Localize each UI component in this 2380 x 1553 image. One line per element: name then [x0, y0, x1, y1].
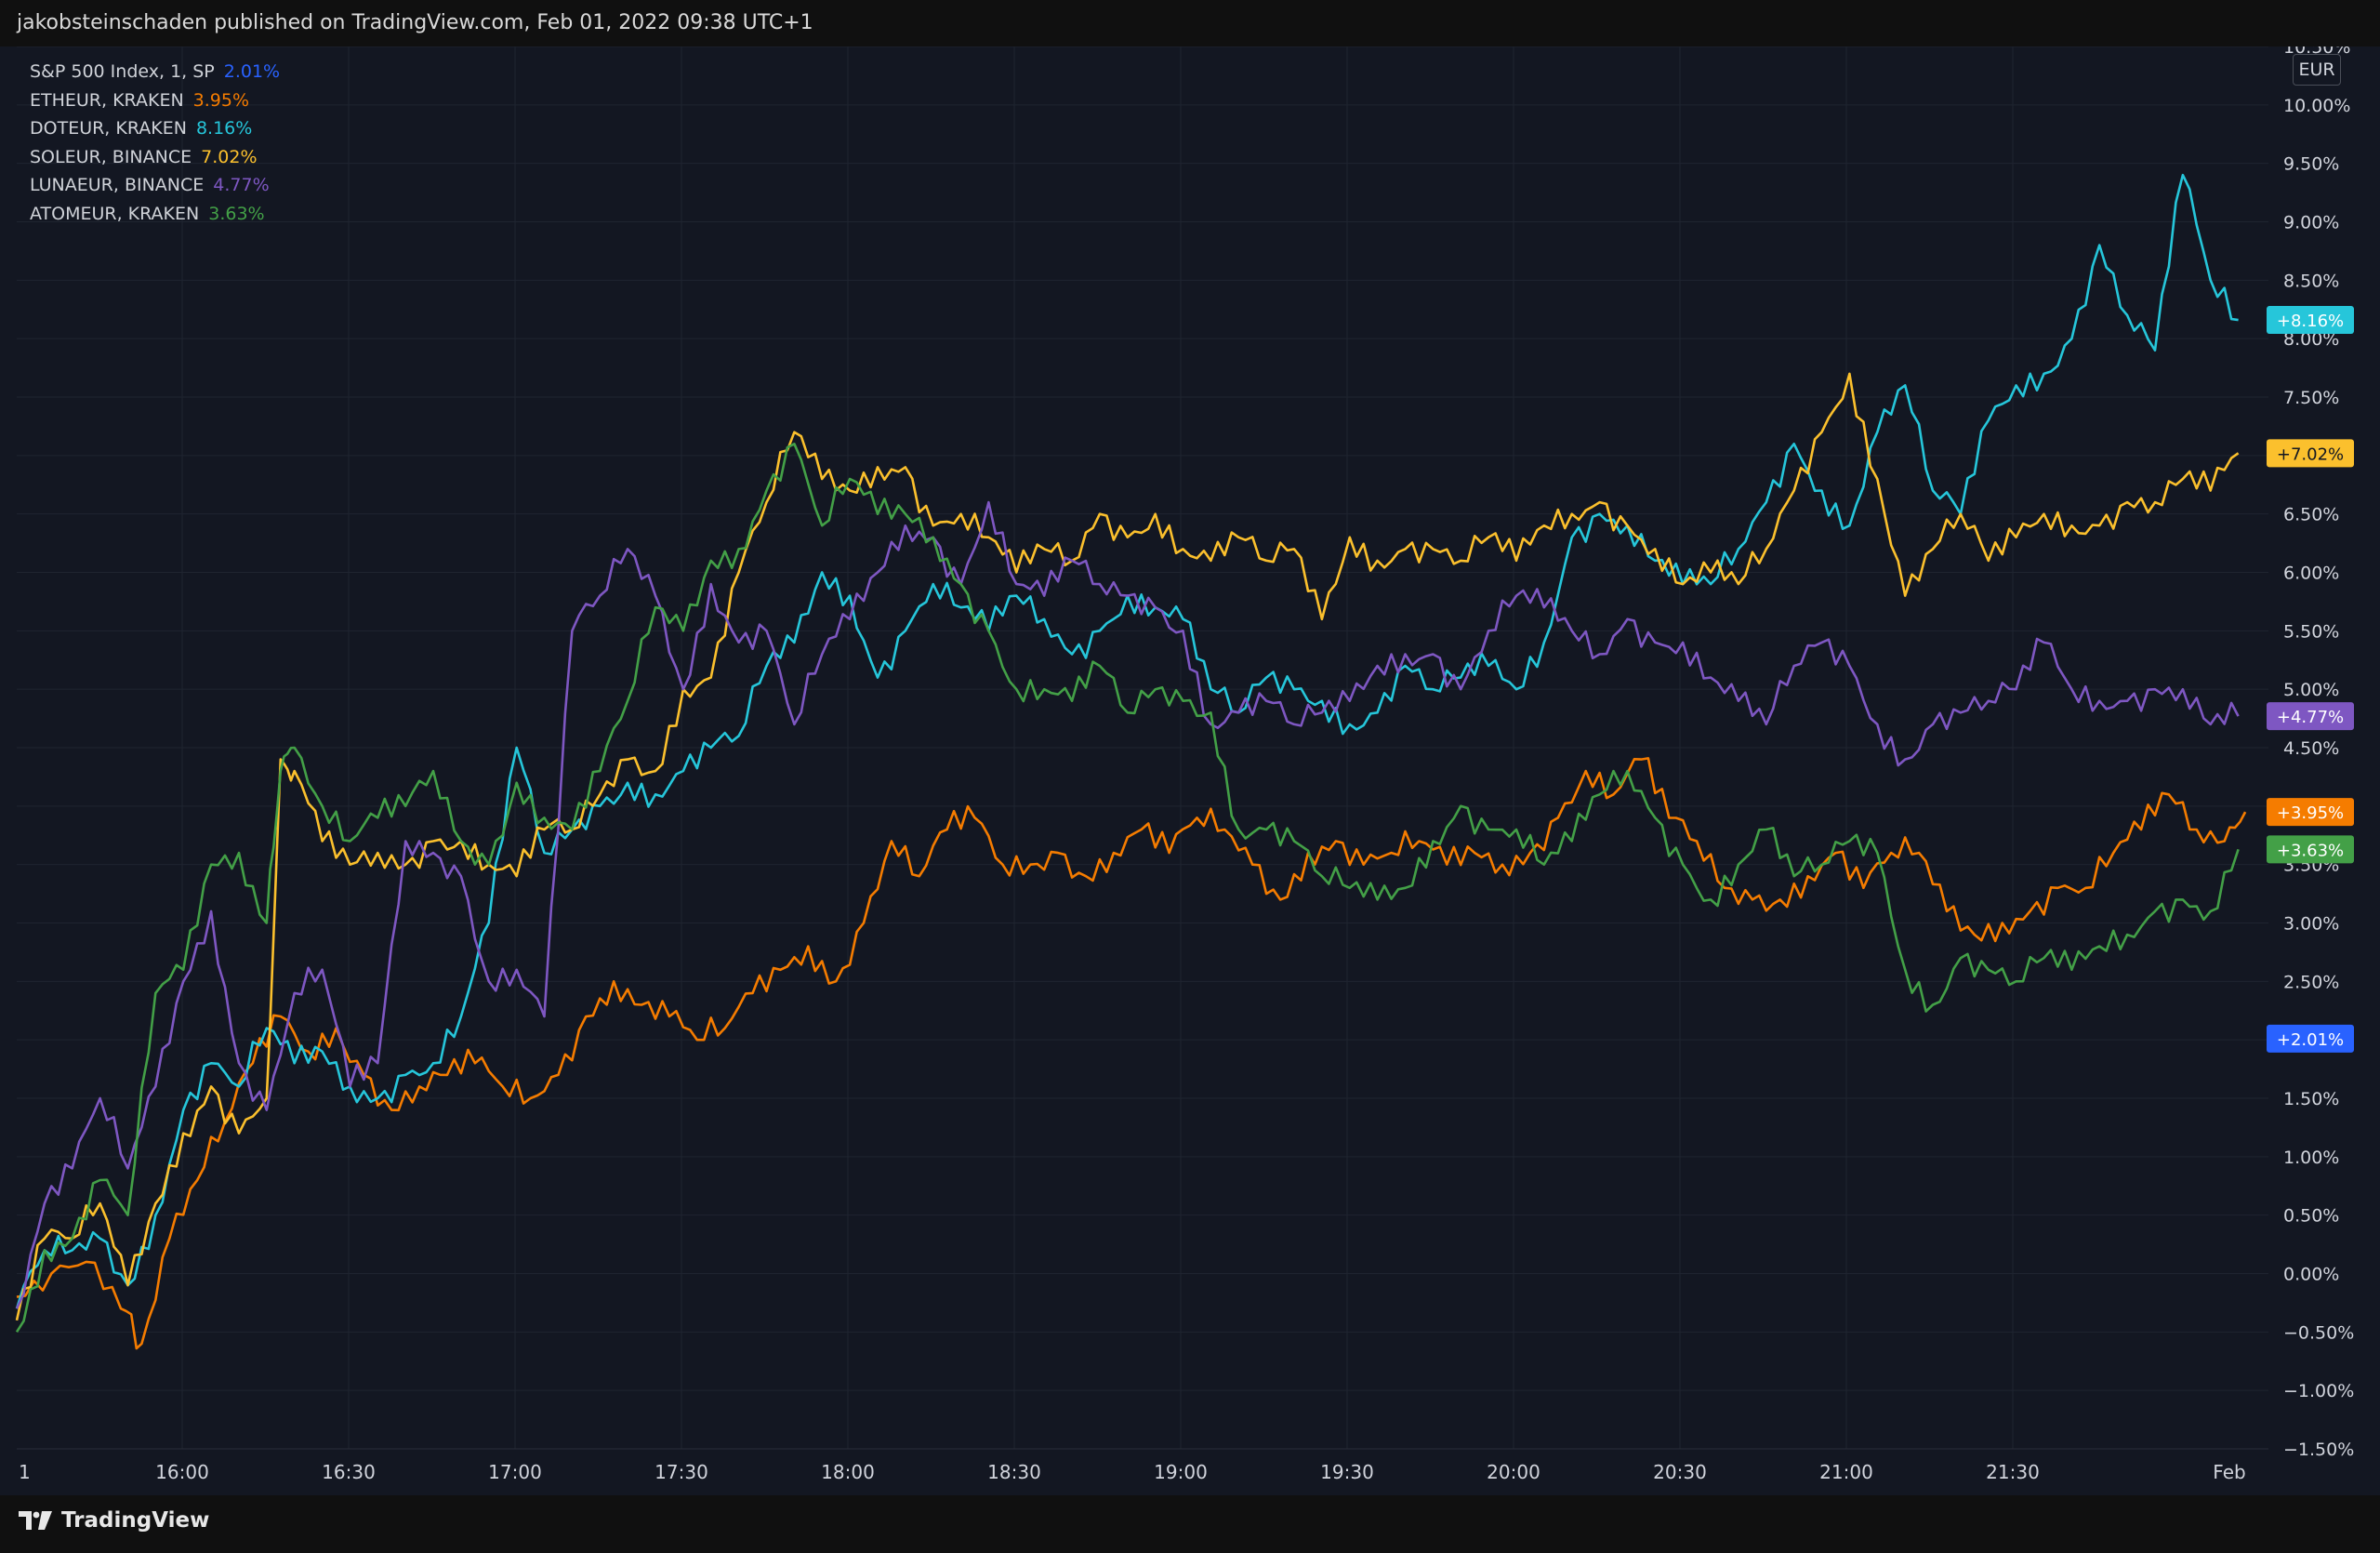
- legend-series-value: 7.02%: [201, 146, 258, 167]
- x-tick-label: 19:00: [1154, 1461, 1208, 1483]
- legend-row-atom[interactable]: ATOMEUR, KRAKEN 3.63%: [30, 200, 280, 229]
- price-badge-label: +8.16%: [2277, 312, 2344, 331]
- x-tick-label: 1: [19, 1461, 31, 1483]
- y-tick-label: 10.00%: [2283, 96, 2350, 116]
- x-tick-label: 20:00: [1487, 1461, 1540, 1483]
- price-badge-sol: +7.02%: [2267, 439, 2354, 468]
- y-tick-label: −0.50%: [2283, 1322, 2354, 1343]
- legend-series-value: 3.63%: [208, 203, 265, 224]
- x-tick-label: Feb: [2213, 1461, 2245, 1483]
- price-badge-label: +2.01%: [2277, 1030, 2344, 1050]
- y-tick-label: 0.00%: [2283, 1265, 2339, 1285]
- price-badge-luna: +4.77%: [2267, 702, 2354, 731]
- y-tick-label: 0.50%: [2283, 1206, 2339, 1227]
- y-tick-label: 6.00%: [2283, 564, 2339, 584]
- price-badge-eth: +3.95%: [2267, 798, 2354, 827]
- series-line-sol: [15, 372, 2240, 1321]
- y-tick-label: 1.50%: [2283, 1089, 2339, 1109]
- x-tick-label: 19:30: [1320, 1461, 1374, 1483]
- series-lines: [15, 173, 2247, 1350]
- y-tick-label: 6.50%: [2283, 505, 2339, 525]
- price-badge-dot: +8.16%: [2267, 306, 2354, 335]
- tradingview-logo-icon: [19, 1511, 52, 1530]
- x-tick-label: 21:00: [1819, 1461, 1873, 1483]
- legend-series-name: LUNAEUR, BINANCE: [30, 175, 205, 195]
- x-axis[interactable]: 1 16:00 16:30 17:00 17:30 18:00 18:30 19:00 19:3…: [17, 1448, 2268, 1483]
- y-tick-label: −1.00%: [2283, 1381, 2354, 1401]
- legend-row-dot[interactable]: DOTEUR, KRAKEN 8.16%: [30, 114, 280, 143]
- legend-series-value: 3.95%: [192, 89, 250, 111]
- series-line-eth: [16, 757, 2247, 1350]
- currency-badge[interactable]: EUR: [2293, 54, 2341, 86]
- legend-series-value: 4.77%: [213, 175, 270, 195]
- y-tick-label: 9.00%: [2283, 213, 2339, 233]
- y-tick-label: 5.00%: [2283, 680, 2339, 700]
- legend[interactable]: S&P 500 Index, 1, SP 2.01% ETHEUR, KRAKEN 3…: [30, 58, 280, 228]
- price-badge-label: +4.77%: [2277, 708, 2344, 727]
- x-tick-label: 17:30: [654, 1461, 708, 1483]
- legend-series-name: DOTEUR, KRAKEN: [30, 118, 187, 139]
- publisher-text: jakobsteinschaden published on TradingVi…: [17, 11, 813, 34]
- price-badge-label: +3.95%: [2277, 803, 2344, 823]
- y-tick-label: 1.00%: [2283, 1148, 2339, 1168]
- x-tick-label: 16:30: [322, 1461, 376, 1483]
- series-line-luna: [15, 500, 2240, 1309]
- legend-row-eth[interactable]: ETHEUR, KRAKEN 3.95%: [30, 86, 280, 115]
- y-tick-label: 9.50%: [2283, 154, 2339, 175]
- legend-row-sol[interactable]: SOLEUR, BINANCE 7.02%: [30, 143, 280, 172]
- legend-series-name: SOLEUR, BINANCE: [30, 146, 192, 167]
- legend-series-value: 2.01%: [223, 61, 281, 82]
- y-tick-label: 4.50%: [2283, 738, 2339, 759]
- price-badge-atom: +3.63%: [2267, 835, 2354, 864]
- y-tick-label: 8.50%: [2283, 271, 2339, 291]
- tradingview-brand[interactable]: TradingView: [17, 1508, 209, 1533]
- x-tick-label: 17:00: [488, 1461, 542, 1483]
- y-tick-label: 7.50%: [2283, 388, 2339, 408]
- y-axis[interactable]: 10.50%10.00%9.50%9.00%8.50%8.00%7.50%7.0…: [2283, 37, 2354, 1460]
- price-badge-label: +3.63%: [2277, 841, 2344, 860]
- x-tick-label: 16:00: [155, 1461, 209, 1483]
- legend-row-sp500[interactable]: S&P 500 Index, 1, SP 2.01%: [30, 58, 280, 86]
- x-tick-label: 21:30: [1986, 1461, 2040, 1483]
- price-badge-label: +7.02%: [2277, 445, 2344, 464]
- price-badges: +2.01% +3.95% +8.16% +7.02% +4.77% +3.63%: [2267, 306, 2354, 1053]
- y-tick-label: 8.00%: [2283, 329, 2339, 350]
- legend-series-value: 8.16%: [195, 118, 253, 139]
- x-tick-label: 20:30: [1653, 1461, 1707, 1483]
- brand-name: TradingView: [61, 1508, 210, 1533]
- legend-series-name: ETHEUR, KRAKEN: [30, 89, 184, 111]
- legend-row-luna[interactable]: LUNAEUR, BINANCE 4.77%: [30, 171, 280, 200]
- footer: [0, 1495, 2380, 1553]
- price-badge-sp500: +2.01%: [2267, 1024, 2354, 1053]
- x-tick-label: 18:00: [821, 1461, 875, 1483]
- legend-series-name: ATOMEUR, KRAKEN: [30, 203, 200, 224]
- legend-series-name: S&P 500 Index, 1, SP: [30, 61, 215, 82]
- y-tick-label: 5.50%: [2283, 621, 2339, 642]
- y-tick-label: 3.00%: [2283, 914, 2339, 935]
- y-tick-label: −1.50%: [2283, 1440, 2354, 1460]
- series-line-atom: [15, 442, 2240, 1334]
- y-tick-label: 2.50%: [2283, 972, 2339, 992]
- publisher-header: jakobsteinschaden published on TradingVi…: [0, 0, 2380, 46]
- x-tick-label: 18:30: [987, 1461, 1041, 1483]
